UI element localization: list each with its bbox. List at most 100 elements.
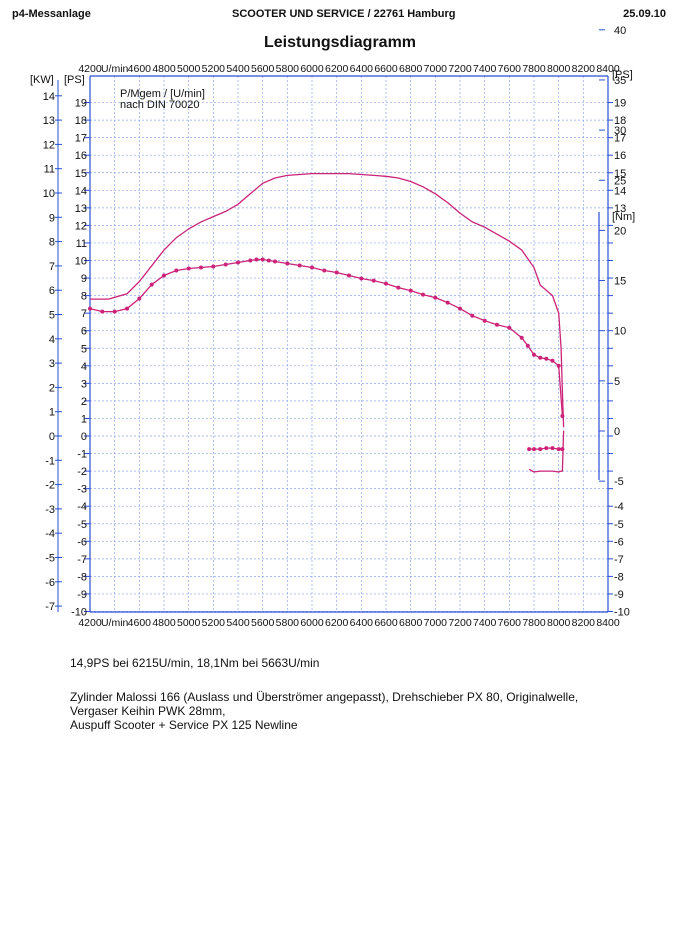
x-tick-label-bottom: 4800 [152, 617, 176, 629]
x-tick-label-bottom: 6400 [350, 617, 374, 629]
x-tick-label-top: 7800 [522, 63, 546, 75]
series-point-1 [260, 257, 265, 262]
kw-tick-label: -7 [45, 601, 55, 613]
x-tick-label-top: 7600 [498, 63, 522, 75]
x-tick-label-top: 4200 [78, 63, 102, 75]
series-point-1 [347, 273, 351, 278]
x-tick-label-bottom: U/min [101, 617, 129, 629]
ps-tick-label-left: 10 [75, 256, 87, 268]
kw-tick-label: 12 [43, 139, 55, 151]
x-tick-label-top: 7200 [448, 63, 472, 75]
annotation-line-1: P/Mgem / [U/min] [120, 88, 205, 100]
x-tick-label-bottom: 8200 [572, 617, 596, 629]
series-point-1 [384, 281, 388, 286]
header-center: SCOOTER UND SERVICE / 22761 Hamburg [232, 8, 456, 20]
x-tick-label-top: 6200 [325, 63, 349, 75]
x-tick-label-top: 6800 [399, 63, 423, 75]
series-point-1 [371, 278, 376, 283]
kw-tick-label: 6 [49, 285, 55, 297]
ps-tick-label-right: -7 [614, 554, 624, 566]
chart-axes [55, 29, 613, 613]
x-tick-label-bottom: 5600 [251, 617, 275, 629]
series-point-1 [112, 309, 117, 314]
series-point-1 [560, 414, 565, 418]
kw-tick-label: 11 [44, 164, 55, 176]
ps-tick-label-left: -2 [77, 466, 87, 478]
series-point-1 [174, 268, 179, 273]
ps-tick-label-left: 3 [81, 378, 87, 390]
x-tick-label-bottom: 6600 [374, 617, 398, 629]
x-tick-label-top: 5600 [251, 63, 275, 75]
x-tick-label-top: 6000 [300, 63, 324, 75]
ps-tick-label-left: -4 [77, 501, 87, 513]
x-tick-label-top: 8400 [596, 63, 620, 75]
kw-tick-label: -1 [45, 455, 55, 467]
series-point-1 [495, 322, 499, 327]
chart-grid [89, 76, 609, 612]
x-tick-label-bottom: 6800 [399, 617, 423, 629]
series-point-1 [199, 265, 203, 270]
kw-tick-label: 8 [49, 237, 55, 249]
series-point-1 [408, 288, 413, 293]
annotation-line-2: nach DIN 70020 [120, 99, 200, 111]
x-tick-label-top: U/min [101, 63, 129, 75]
x-tick-label-top: 4600 [128, 63, 152, 75]
series-point-1 [186, 266, 191, 271]
series-point-1 [519, 335, 524, 340]
ps-tick-label-left: 17 [75, 133, 87, 145]
x-tick-label-top: 8000 [547, 63, 571, 75]
kw-tick-label: -6 [45, 577, 55, 589]
nm-tick-label: 30 [614, 125, 626, 137]
nm-tick-label: 0 [614, 426, 620, 438]
kw-tick-label: -5 [45, 553, 55, 565]
series-point-1 [310, 265, 314, 270]
ps-tick-label-left: 16 [75, 150, 87, 162]
series-point-1 [297, 263, 302, 268]
x-tick-label-top: 6400 [350, 63, 374, 75]
ps-tick-label-right: -5 [614, 519, 624, 531]
x-tick-label-top: 6600 [374, 63, 398, 75]
series-point-2 [544, 446, 549, 451]
kw-tick-label: -2 [45, 480, 55, 492]
series-point-1 [236, 260, 240, 265]
kw-tick-label: 4 [49, 334, 55, 346]
nm-tick-label: -5 [614, 476, 624, 488]
series-point-1 [137, 296, 142, 301]
header-date: 25.09.10 [623, 8, 666, 20]
x-tick-label-bottom: 5000 [177, 617, 201, 629]
ps-tick-label-left: -1 [77, 449, 87, 461]
series-point-1 [322, 268, 327, 273]
series-line-1 [89, 258, 564, 417]
series-point-1 [254, 257, 259, 262]
ps-tick-label-left: 7 [81, 308, 87, 320]
kw-tick-label: 7 [49, 261, 55, 273]
series-point-1 [482, 318, 487, 323]
kw-tick-label: -3 [45, 504, 55, 516]
ps-tick-label-left: 2 [81, 396, 87, 408]
chart-labels: 42004200U/minU/min4600460048004800500050… [30, 25, 635, 629]
x-tick-label-top: 4800 [152, 63, 176, 75]
series-point-2 [527, 447, 532, 452]
series-point-1 [538, 355, 543, 360]
series-point-1 [334, 270, 339, 275]
ps-tick-label-right: 13 [614, 203, 626, 215]
kw-tick-label: 0 [49, 431, 55, 443]
x-tick-label-top: 5400 [226, 63, 250, 75]
series-point-1 [285, 261, 290, 266]
x-tick-label-bottom: 8400 [596, 617, 620, 629]
x-tick-label-bottom: 6200 [325, 617, 349, 629]
series-point-1 [544, 356, 549, 361]
series-point-1 [125, 306, 129, 311]
ps-tick-label-right: -10 [614, 607, 630, 619]
series-point-1 [149, 282, 154, 287]
x-tick-label-bottom: 7800 [522, 617, 546, 629]
ps-tick-label-right: 14 [614, 185, 626, 197]
series-point-1 [445, 300, 450, 305]
ps-tick-label-left: -3 [77, 484, 87, 496]
ps-tick-label-left: 4 [81, 361, 87, 373]
series-point-1 [470, 313, 475, 318]
nm-tick-label: 10 [614, 326, 626, 338]
ps-tick-label-left: -8 [77, 571, 87, 583]
ps-axis-label-left: [PS] [64, 74, 85, 86]
kw-tick-label: 3 [49, 358, 55, 370]
